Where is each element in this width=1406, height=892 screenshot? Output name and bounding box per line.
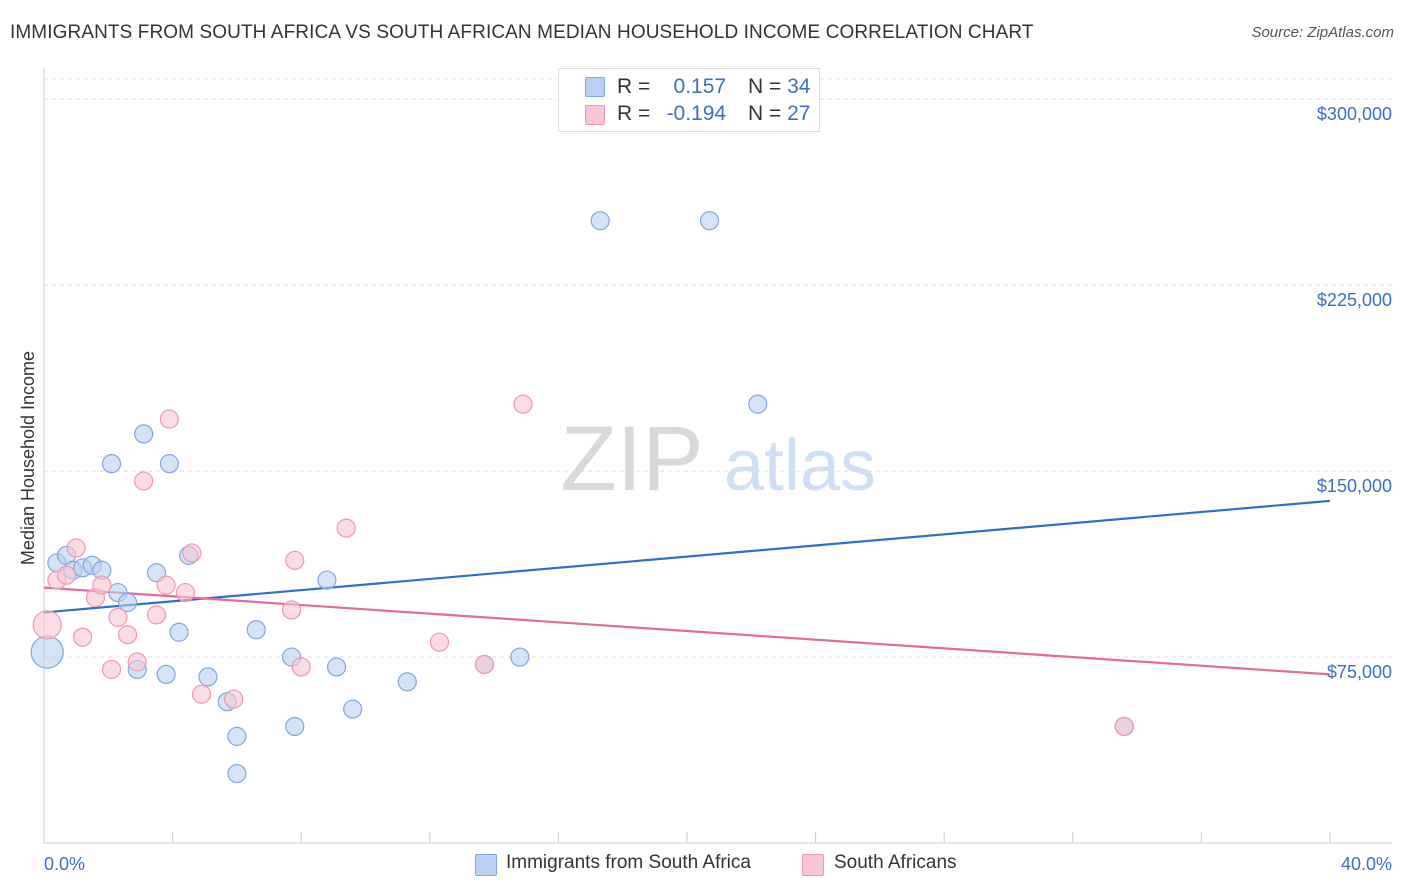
point-south-africans [291,657,311,677]
point-south-africans [108,607,128,627]
y-tick-label: $225,000 [1317,290,1392,310]
legend-swatch-blue [585,77,605,97]
grid [44,78,1392,658]
legend-r-value: -0.194 [666,102,727,125]
legend-r-label: R = [617,102,651,125]
bottom-legend-swatch-pink [802,854,824,876]
point-immigrants [590,211,610,231]
point-south-africans [474,654,495,675]
point-south-africans [336,518,356,538]
y-tick-labels: $75,000 $150,000 $225,000 $300,000 [1317,104,1392,682]
legend-r-label: R = [617,75,651,98]
point-south-africans [117,625,138,645]
legend-swatch-pink [585,105,605,125]
point-south-africans [56,565,77,585]
point-south-africans [1114,716,1134,737]
legend-row-pink: R = -0.194 N = 27 [617,102,810,126]
watermark-atlas: atlas [724,426,876,506]
chart-title: IMMIGRANTS FROM SOUTH AFRICA VS SOUTH AF… [10,22,1034,43]
point-immigrants [227,763,247,784]
legend-r-value: 0.157 [673,75,727,98]
watermark: ZIP atlas [560,408,876,510]
point-south-africans [146,605,167,625]
points [30,211,1134,784]
legend-n-label: N = [747,75,782,98]
point-immigrants [169,622,189,642]
point-south-africans [32,610,62,640]
point-immigrants [134,424,154,444]
correlation-legend: R = 0.157 N = 34 R = -0.194 N = 27 [558,68,820,132]
point-immigrants [101,454,122,474]
point-immigrants [397,672,417,692]
point-immigrants [159,454,179,474]
source-label: Source: ZipAtlas.com [1251,24,1394,41]
point-south-africans [134,471,154,491]
point-south-africans [175,582,196,603]
bottom-legend-label-pink: South Africans [834,852,957,873]
bottom-legend-label-blue: Immigrants from South Africa [506,852,751,873]
trendline-south-africans [43,586,1331,676]
point-immigrants [699,211,720,231]
point-south-africans [429,632,450,652]
trendline-immigrants [43,499,1331,614]
point-south-africans [127,652,147,672]
point-immigrants [117,592,138,613]
point-south-africans [159,409,179,429]
axes [43,68,1392,844]
trendlines [43,499,1331,676]
legend-n-value: 27 [787,102,811,125]
y-tick-label: $150,000 [1317,476,1392,496]
bottom-legend-swatch-blue [475,854,497,876]
x-tick-label-right: 40.0% [1341,854,1392,874]
legend-n-value: 34 [787,75,811,98]
point-immigrants [343,699,363,719]
point-immigrants [156,664,176,685]
point-south-africans [224,689,244,709]
point-immigrants [30,635,64,669]
watermark-zip: ZIP [560,408,703,510]
legend-row-blue: R = 0.157 N = 34 [617,75,810,99]
point-south-africans [191,684,212,704]
point-immigrants [326,657,347,677]
y-tick-label: $75,000 [1327,662,1392,682]
point-immigrants [317,570,337,590]
point-immigrants [748,394,768,414]
point-south-africans [182,543,202,563]
legend-n-label: N = [747,102,782,125]
y-axis-label: Median Household Income [18,351,38,565]
x-tick-label-left: 0.0% [44,854,85,874]
point-south-africans [66,538,86,558]
point-immigrants [246,620,266,640]
point-immigrants [198,667,218,687]
point-south-africans [72,627,93,647]
point-south-africans [513,394,533,414]
point-south-africans [285,550,305,570]
point-south-africans [101,659,122,680]
point-south-africans [156,575,176,595]
point-south-africans [92,575,112,595]
y-tick-label: $300,000 [1317,104,1392,124]
point-south-africans [281,600,302,620]
point-immigrants [227,726,247,746]
point-immigrants [285,716,305,737]
point-immigrants [510,647,530,667]
